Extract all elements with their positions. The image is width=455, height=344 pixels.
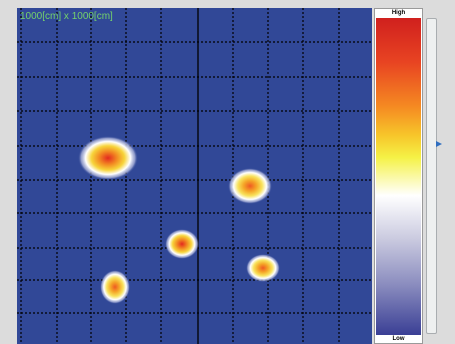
scale-high-label: High: [391, 10, 406, 16]
scale-low-label: Low: [392, 336, 405, 342]
hotspot-1: [78, 136, 138, 180]
color-scale-gradient: [376, 18, 421, 335]
heatmap-view[interactable]: 1000[cm] x 1000[cm]: [17, 8, 372, 344]
hotspot-4: [100, 270, 130, 304]
threshold-slider-thumb[interactable]: [436, 141, 442, 148]
heatmap-canvas: [17, 8, 372, 344]
threshold-slider-track[interactable]: [426, 18, 437, 334]
hotspot-3: [165, 229, 199, 259]
area-size-label: 1000[cm] x 1000[cm]: [20, 11, 113, 22]
hotspot-5: [246, 254, 280, 282]
window-right-edge: [446, 8, 455, 344]
hotspot-2: [228, 168, 272, 204]
heatmap-grid: [17, 8, 372, 344]
color-scale-legend: High Low: [374, 8, 423, 344]
